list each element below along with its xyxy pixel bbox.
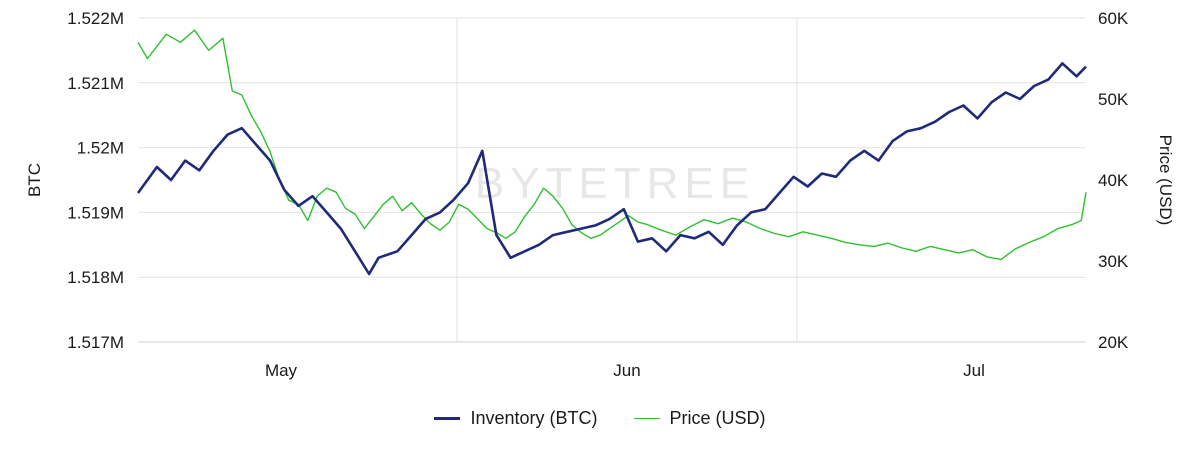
left-tick-label: 1.52M: [77, 139, 124, 158]
legend-item-price[interactable]: Price (USD): [633, 408, 766, 429]
legend-label-price: Price (USD): [669, 408, 766, 428]
left-axis-ticks: 1.517M 1.518M 1.519M 1.52M 1.521M 1.522M: [67, 9, 124, 352]
left-tick-label: 1.521M: [67, 74, 124, 93]
right-axis-ticks: 20K 30K 40K 50K 60K: [1098, 9, 1129, 352]
legend: Inventory (BTC) Price (USD): [0, 408, 1200, 429]
right-axis-title: Price (USD): [1156, 135, 1175, 226]
x-axis-ticks: May Jun Jul: [265, 361, 985, 380]
x-tick-label: May: [265, 361, 298, 380]
x-tick-label: Jun: [613, 361, 640, 380]
legend-label-inventory: Inventory (BTC): [470, 408, 598, 428]
left-tick-label: 1.517M: [67, 333, 124, 352]
left-tick-label: 1.522M: [67, 9, 124, 28]
grid-lines: [138, 17, 1086, 343]
series-layer: [136, 29, 1087, 276]
series-line-price: [137, 29, 1087, 261]
watermark-text: BYTETREE: [475, 159, 755, 208]
legend-swatch-price: [633, 418, 660, 419]
right-tick-label: 30K: [1098, 252, 1129, 271]
left-axis-title: BTC: [25, 163, 44, 197]
legend-swatch-inventory: [434, 417, 461, 420]
right-tick-label: 20K: [1098, 333, 1129, 352]
series-line-inventory: [136, 62, 1087, 276]
legend-item-inventory[interactable]: Inventory (BTC): [434, 408, 598, 429]
right-tick-label: 50K: [1098, 90, 1129, 109]
right-tick-label: 40K: [1098, 171, 1129, 190]
left-tick-label: 1.518M: [67, 268, 124, 287]
left-tick-label: 1.519M: [67, 203, 124, 222]
right-tick-label: 60K: [1098, 9, 1129, 28]
x-tick-label: Jul: [963, 361, 985, 380]
